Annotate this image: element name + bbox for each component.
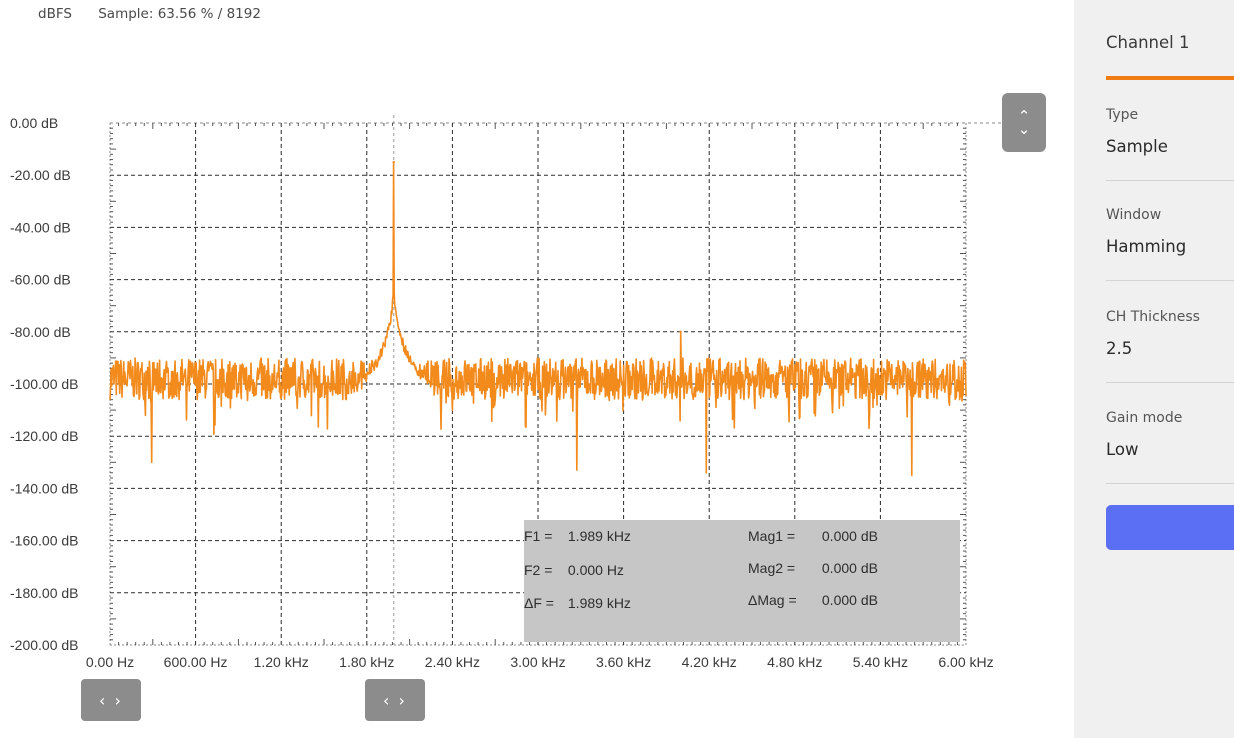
delta-mag-label: ΔMag = [748, 592, 797, 608]
x-tick-label: 0.00 Hz [86, 654, 134, 670]
header-info: dBFS Sample: 63.56 % / 8192 [38, 6, 261, 22]
cursor-handle-1[interactable]: ‹ › [81, 679, 141, 721]
y-scroll-control[interactable]: ⌃ ⌄ [1002, 93, 1046, 152]
type-field[interactable]: Type Sample [1106, 107, 1234, 181]
y-tick-label: -160.00 dB [10, 533, 79, 549]
delta-f-readout: ΔF = 1.989 kHz [524, 595, 631, 611]
delta-f-value: 1.989 kHz [567, 595, 631, 611]
y-tick-label: -60.00 dB [10, 272, 71, 288]
delta-f-label: ΔF = [524, 595, 554, 611]
x-tick-label: 4.20 kHz [682, 654, 737, 670]
delta-mag-readout: ΔMag = 0.000 dB [748, 592, 878, 608]
y-tick-label: -80.00 dB [10, 324, 71, 340]
channel-title[interactable]: Channel 1 [1106, 33, 1190, 52]
y-tick-label: -180.00 dB [10, 585, 79, 601]
thickness-label: CH Thickness [1106, 309, 1200, 325]
f1-label: F1 = [524, 528, 553, 544]
x-tick-label: 5.40 kHz [853, 654, 908, 670]
mag2-label: Mag2 = [748, 560, 796, 576]
y-tick-label: -200.00 dB [10, 637, 79, 653]
gain-mode-label: Gain mode [1106, 410, 1183, 426]
spectrum-trace [109, 161, 967, 477]
gain-mode-field[interactable]: Gain mode Low [1106, 410, 1234, 484]
mag2-value: 0.000 dB [821, 560, 878, 576]
delta-mag-value: 0.000 dB [821, 592, 878, 608]
f2-readout: F2 = 0.000 Hz [524, 562, 624, 578]
y-tick-label: -140.00 dB [10, 480, 79, 496]
type-value[interactable]: Sample [1106, 137, 1168, 156]
x-tick-label: 6.00 kHz [938, 654, 993, 670]
mag1-label: Mag1 = [748, 528, 796, 544]
y-tick-label: 0.00 dB [10, 115, 58, 131]
f2-label: F2 = [524, 562, 553, 578]
f1-readout: F1 = 1.989 kHz [524, 528, 631, 544]
window-label: Window [1106, 207, 1162, 223]
unit-label: dBFS [38, 6, 72, 22]
x-tick-label: 1.20 kHz [254, 654, 309, 670]
cursor-readout: F1 = 1.989 kHz F2 = 0.000 Hz ΔF = 1.989 … [524, 520, 960, 642]
thickness-value[interactable]: 2.5 [1106, 339, 1133, 358]
x-tick-label: 4.80 kHz [767, 654, 822, 670]
thickness-field[interactable]: CH Thickness 2.5 [1106, 309, 1234, 383]
gain-mode-value[interactable]: Low [1106, 440, 1139, 459]
mag2-readout: Mag2 = 0.000 dB [748, 560, 878, 576]
y-tick-label: -100.00 dB [10, 376, 79, 392]
peak-point [679, 330, 682, 333]
y-tick-label: -120.00 dB [10, 428, 79, 444]
x-tick-label: 3.60 kHz [596, 654, 651, 670]
f2-value: 0.000 Hz [567, 562, 624, 578]
window-field[interactable]: Window Hamming [1106, 207, 1234, 281]
x-tick-label: 1.80 kHz [339, 654, 394, 670]
chevron-up-icon[interactable]: ⌃ [1017, 106, 1031, 125]
x-tick-label: 2.40 kHz [425, 654, 480, 670]
f1-value: 1.989 kHz [567, 528, 631, 544]
type-label: Type [1106, 107, 1139, 123]
mag1-value: 0.000 dB [821, 528, 878, 544]
mag1-readout: Mag1 = 0.000 dB [748, 528, 878, 544]
apply-button[interactable] [1106, 505, 1234, 550]
window-value[interactable]: Hamming [1106, 237, 1187, 256]
y-tick-label: -40.00 dB [10, 219, 71, 235]
cursor-handle-2[interactable]: ‹ › [365, 679, 425, 721]
peak-point [392, 160, 395, 164]
channel-settings-panel: Channel 1 Type Sample Window Hamming CH … [1074, 0, 1234, 738]
chevron-down-icon[interactable]: ⌄ [1017, 119, 1031, 138]
x-tick-label: 3.00 kHz [510, 654, 565, 670]
sample-info: Sample: 63.56 % / 8192 [98, 6, 261, 22]
channel-tab-indicator [1106, 76, 1234, 80]
x-tick-label: 600.00 Hz [164, 654, 228, 670]
y-tick-label: -20.00 dB [10, 167, 71, 183]
